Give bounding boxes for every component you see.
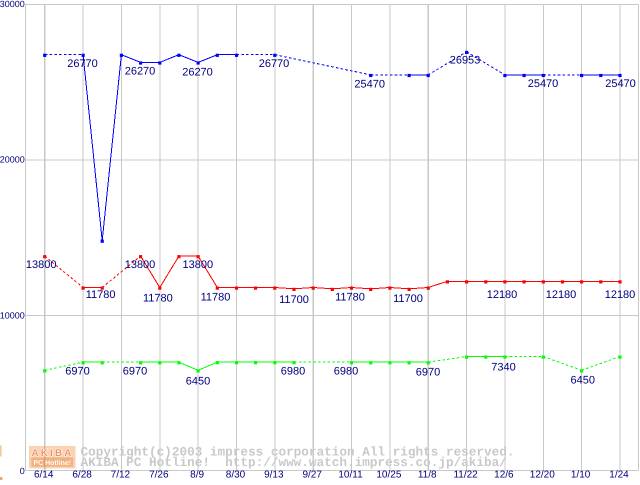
svg-text:11/22: 11/22	[453, 470, 478, 480]
svg-text:26770: 26770	[67, 58, 98, 70]
svg-text:26770: 26770	[259, 58, 290, 70]
svg-text:6970: 6970	[65, 365, 89, 377]
svg-text:6/28: 6/28	[72, 470, 92, 480]
svg-text:11/8: 11/8	[418, 470, 437, 480]
svg-text:11780: 11780	[201, 292, 231, 304]
svg-text:6970: 6970	[123, 365, 147, 377]
svg-text:11700: 11700	[393, 293, 423, 305]
svg-text:8/30: 8/30	[226, 470, 246, 480]
svg-text:20000: 20000	[0, 154, 25, 164]
svg-text:25470: 25470	[354, 79, 385, 91]
svg-text:11780: 11780	[335, 292, 365, 304]
svg-text:10000: 10000	[0, 310, 25, 320]
svg-text:6450: 6450	[186, 375, 210, 387]
svg-text:11700: 11700	[279, 294, 309, 306]
svg-text:13800: 13800	[125, 259, 156, 271]
svg-text:9/13: 9/13	[264, 470, 284, 480]
svg-text:1/24: 1/24	[609, 470, 629, 480]
svg-text:7/12: 7/12	[111, 470, 131, 480]
svg-text:25470: 25470	[528, 78, 559, 90]
svg-text:12180: 12180	[546, 289, 577, 301]
svg-text:1/10: 1/10	[571, 470, 591, 480]
svg-text:11780: 11780	[143, 293, 173, 305]
svg-text:26953: 26953	[450, 55, 481, 67]
svg-text:AKIBA: AKIBA	[31, 448, 73, 459]
svg-text:13800: 13800	[183, 259, 214, 271]
svg-text:12180: 12180	[487, 289, 518, 301]
svg-text:26270: 26270	[125, 66, 156, 78]
svg-text:6980: 6980	[334, 365, 358, 377]
svg-text:25470: 25470	[605, 78, 636, 90]
svg-text:AKIBA PC Hotline! http://www.: AKIBA PC Hotline! http://www.watch.impre…	[81, 455, 508, 470]
svg-text:6970: 6970	[416, 367, 440, 379]
svg-text:6450: 6450	[571, 374, 595, 386]
svg-text:12/20: 12/20	[530, 470, 555, 480]
svg-text:0: 0	[20, 466, 25, 476]
svg-text:12180: 12180	[605, 289, 636, 301]
svg-text:11780: 11780	[86, 289, 116, 301]
svg-text:8/9: 8/9	[190, 470, 204, 480]
svg-text:6980: 6980	[281, 365, 305, 377]
svg-text:7340: 7340	[491, 362, 515, 374]
svg-text:30000: 30000	[0, 0, 25, 9]
svg-text:PC Hotline!: PC Hotline!	[33, 459, 71, 467]
svg-text:10/25: 10/25	[376, 470, 401, 480]
svg-text:6/14: 6/14	[34, 470, 54, 480]
svg-text:10/11: 10/11	[338, 470, 363, 480]
svg-text:12/6: 12/6	[494, 470, 514, 480]
svg-text:9/27: 9/27	[302, 470, 322, 480]
svg-text:13800: 13800	[26, 259, 57, 271]
svg-text:7/26: 7/26	[149, 470, 169, 480]
svg-text:26270: 26270	[182, 67, 213, 79]
